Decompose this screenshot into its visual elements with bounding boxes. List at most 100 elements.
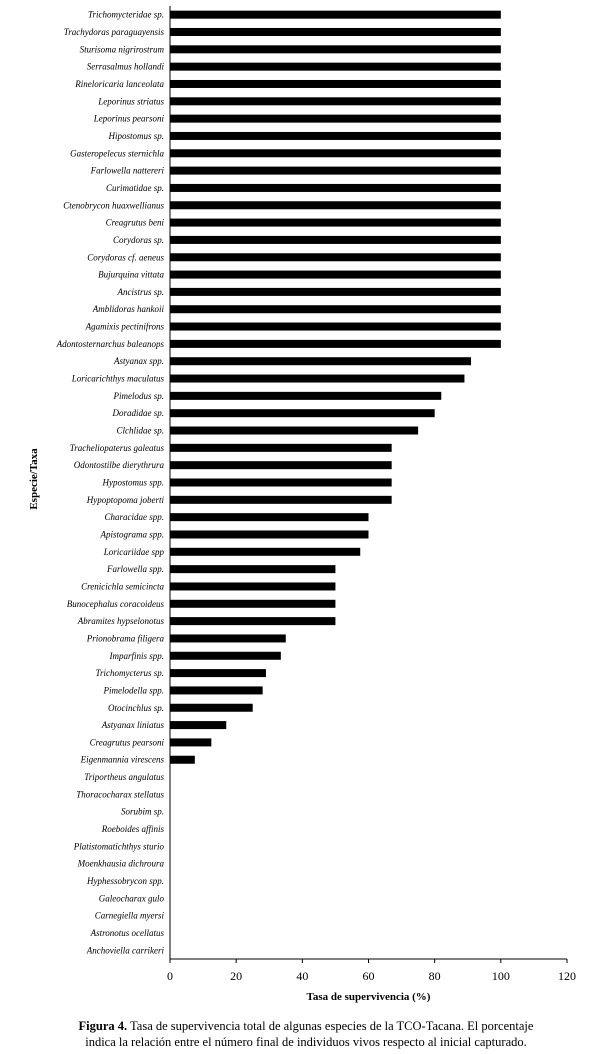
- category-label: Trichomycteridae sp.: [88, 10, 164, 20]
- category-label: Anchoviella carrikeri: [86, 945, 165, 955]
- category-label: Triportheus angulatus: [84, 772, 164, 782]
- bar: [170, 45, 501, 54]
- category-label: Platistomatichthys sturio: [73, 841, 165, 851]
- category-label: Bunocephalus coracoideus: [67, 599, 165, 609]
- bar: [170, 599, 336, 608]
- bar: [170, 97, 501, 106]
- category-label: Doradidae sp.: [112, 408, 165, 418]
- category-label: Serrasalmus hollandi: [87, 62, 165, 72]
- category-label: Imparfinis spp.: [108, 651, 164, 661]
- category-label: Adontosternarchus baleanops: [56, 339, 165, 349]
- category-label: Sorubim sp.: [121, 807, 164, 817]
- bar: [170, 357, 472, 366]
- x-ticks-group: 0 20 40 60 80 100 120: [167, 959, 576, 983]
- bar: [170, 721, 227, 730]
- bar-chart: Trichomycteridae sp. Trachydoras paraguay…: [28, 6, 576, 1003]
- caption-line-2: indica la relación entre el número final…: [85, 1035, 527, 1049]
- category-label: Rineloricaria lanceolata: [74, 79, 164, 89]
- bar: [170, 10, 501, 19]
- category-label: Creagrutus pearsoni: [90, 737, 165, 747]
- category-label: Leporinus striatus: [97, 96, 164, 106]
- bar: [170, 669, 266, 678]
- bar: [170, 686, 263, 695]
- category-label: Pimelodus sp.: [113, 391, 165, 401]
- bar: [170, 270, 501, 279]
- bar: [170, 166, 501, 175]
- category-label: Loricarichthys maculatus: [71, 374, 165, 384]
- bar: [170, 391, 442, 400]
- bar: [170, 565, 336, 574]
- figure-caption: Figura 4. Tasa de supervivencia total de…: [4, 1018, 608, 1050]
- bar: [170, 582, 336, 591]
- x-axis-title: Tasa de supervivencia (%): [307, 991, 431, 1003]
- bar: [170, 62, 501, 71]
- category-label: Apistograma spp.: [99, 529, 164, 539]
- category-label: Clchlidae sp.: [117, 426, 165, 436]
- category-label: Hyphessobrycon spp.: [86, 876, 164, 886]
- x-tick-label: 120: [558, 969, 576, 983]
- bar: [170, 305, 501, 314]
- category-label: Roeboides affinis: [101, 824, 165, 834]
- bar: [170, 755, 195, 764]
- category-label: Trachydoras paraguayensis: [64, 27, 165, 37]
- category-label: Farlowella spp.: [106, 564, 164, 574]
- x-tick-label: 40: [296, 969, 308, 983]
- category-label: Astronotus ocellatus: [90, 928, 165, 938]
- bar: [170, 651, 281, 660]
- category-label: Sturisoma nigrirostrum: [80, 44, 165, 54]
- category-labels-group: Trichomycteridae sp. Trachydoras paraguay…: [56, 10, 165, 956]
- category-label: Hipostomus sp.: [107, 131, 164, 141]
- category-label: Bujurquina vittata: [98, 270, 164, 280]
- bar: [170, 149, 501, 158]
- category-label: Astyanax spp.: [113, 356, 164, 366]
- bar: [170, 443, 392, 452]
- category-label: Ctenobrycon huaxwellianus: [63, 200, 164, 210]
- bar: [170, 461, 392, 470]
- category-label: Moenkhausia dichroura: [77, 859, 165, 869]
- bar: [170, 495, 392, 504]
- bar: [170, 547, 361, 556]
- bar: [170, 79, 501, 88]
- x-tick-label: 60: [363, 969, 375, 983]
- category-label: Loricariidae spp: [103, 547, 165, 557]
- category-label: Agamixis pectinifrons: [85, 322, 165, 332]
- category-label: Ancistrus sp.: [116, 287, 164, 297]
- category-label: Crenicichla semicincta: [81, 581, 164, 591]
- category-label: Odontostilbe dierythrura: [74, 460, 165, 470]
- bar: [170, 409, 435, 418]
- bar: [170, 218, 501, 227]
- category-label: Creagrutus beni: [106, 218, 165, 228]
- category-label: Leporinus pearsoni: [93, 114, 165, 124]
- category-label: Otocinchlus sp.: [108, 703, 164, 713]
- category-label: Trichomycterus sp.: [96, 668, 165, 678]
- bar: [170, 634, 286, 643]
- category-label: Galeocharax gulo: [99, 893, 165, 903]
- bar: [170, 530, 369, 539]
- x-tick-label: 0: [167, 969, 173, 983]
- x-tick-label: 80: [429, 969, 441, 983]
- bar: [170, 183, 501, 192]
- bars-group: [170, 10, 501, 764]
- bar: [170, 114, 501, 123]
- category-label: Gasteropelecus sternichla: [70, 148, 164, 158]
- bar: [170, 131, 501, 140]
- bar: [170, 703, 253, 712]
- bar: [170, 201, 501, 210]
- bar: [170, 253, 501, 262]
- bar: [170, 322, 501, 331]
- category-label: Hypostomus spp.: [101, 478, 164, 488]
- category-label: Thoracocharax stellatus: [76, 789, 164, 799]
- bar: [170, 235, 501, 244]
- category-label: Hypoptopoma joberti: [86, 495, 165, 505]
- category-label: Amblidoras hankoii: [92, 304, 165, 314]
- category-label: Corydoras sp.: [113, 235, 164, 245]
- bar: [170, 339, 501, 348]
- bar: [170, 738, 212, 747]
- category-label: Prionobrama filigera: [86, 633, 165, 643]
- y-axis-title: Especie/Taxa: [28, 448, 40, 510]
- x-tick-label: 20: [230, 969, 242, 983]
- bar: [170, 426, 419, 435]
- bar: [170, 27, 501, 36]
- bar: [170, 374, 465, 383]
- x-tick-label: 100: [492, 969, 510, 983]
